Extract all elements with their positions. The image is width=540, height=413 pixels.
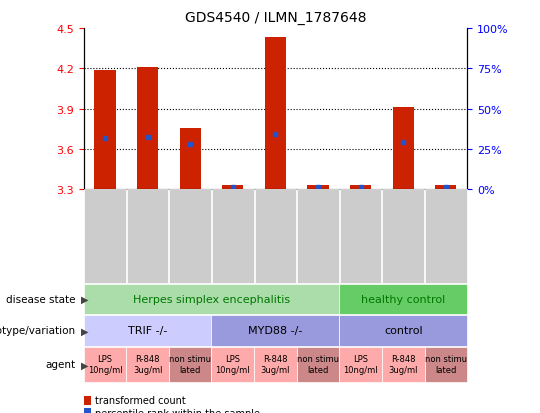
Text: transformed count: transformed count xyxy=(95,395,186,405)
Bar xyxy=(350,186,372,190)
Text: genotype/variation: genotype/variation xyxy=(0,325,76,336)
Text: non stimu
lated: non stimu lated xyxy=(297,354,339,375)
Text: non stimu
lated: non stimu lated xyxy=(425,354,467,375)
Text: LPS
10ng/ml: LPS 10ng/ml xyxy=(343,354,378,375)
Bar xyxy=(307,186,329,190)
Text: TRIF -/-: TRIF -/- xyxy=(128,325,167,336)
Text: R-848
3ug/ml: R-848 3ug/ml xyxy=(133,354,163,375)
Text: disease state: disease state xyxy=(6,294,76,304)
Title: GDS4540 / ILMN_1787648: GDS4540 / ILMN_1787648 xyxy=(185,11,366,25)
Bar xyxy=(393,108,414,190)
Text: non stimu
lated: non stimu lated xyxy=(169,354,211,375)
Bar xyxy=(137,68,158,190)
Text: MYD88 -/-: MYD88 -/- xyxy=(248,325,302,336)
Text: Herpes simplex encephalitis: Herpes simplex encephalitis xyxy=(133,294,290,304)
Text: LPS
10ng/ml: LPS 10ng/ml xyxy=(87,354,123,375)
Bar xyxy=(94,71,116,190)
Text: LPS
10ng/ml: LPS 10ng/ml xyxy=(215,354,250,375)
Text: ▶: ▶ xyxy=(81,359,89,370)
Text: percentile rank within the sample: percentile rank within the sample xyxy=(95,408,260,413)
Bar xyxy=(435,186,456,190)
Bar xyxy=(222,186,244,190)
Bar xyxy=(265,38,286,190)
Text: control: control xyxy=(384,325,422,336)
Text: R-848
3ug/ml: R-848 3ug/ml xyxy=(388,354,418,375)
Text: healthy control: healthy control xyxy=(361,294,446,304)
Text: R-848
3ug/ml: R-848 3ug/ml xyxy=(261,354,290,375)
Bar xyxy=(179,128,201,190)
Text: ▶: ▶ xyxy=(81,325,89,336)
Text: ▶: ▶ xyxy=(81,294,89,304)
Text: agent: agent xyxy=(45,359,76,370)
